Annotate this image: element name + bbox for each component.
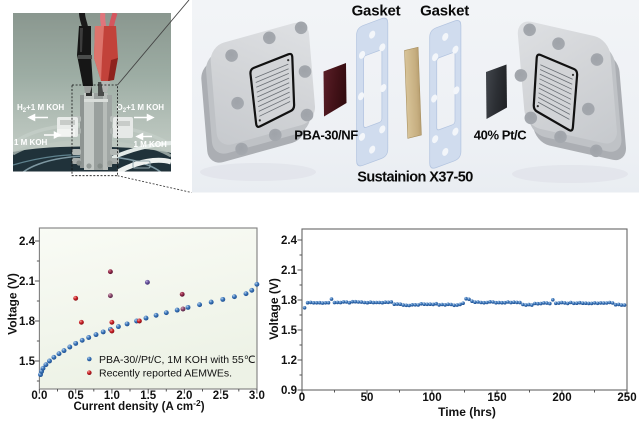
svg-text:2.0: 2.0: [176, 390, 192, 402]
svg-text:1.2: 1.2: [281, 355, 297, 367]
svg-text:Current density (A cm-2): Current density (A cm-2): [73, 398, 204, 413]
svg-text:Time (hrs): Time (hrs): [438, 405, 496, 419]
svg-text:100: 100: [422, 392, 441, 404]
svg-text:Gasket: Gasket: [352, 3, 401, 20]
svg-text:1.8: 1.8: [19, 316, 36, 328]
svg-text:2.5: 2.5: [213, 390, 230, 402]
svg-text:PBA-30/NF: PBA-30/NF: [294, 128, 358, 143]
svg-text:1.8: 1.8: [281, 295, 298, 307]
svg-text:0.0: 0.0: [31, 390, 47, 402]
svg-text:1 M KOH: 1 M KOH: [134, 140, 168, 149]
svg-text:50: 50: [361, 392, 374, 404]
svg-text:2.4: 2.4: [19, 236, 36, 248]
svg-text:1.5: 1.5: [140, 390, 157, 402]
svg-text:0.5: 0.5: [68, 390, 85, 402]
svg-text:0: 0: [299, 392, 305, 404]
svg-text:Voltage (V): Voltage (V): [267, 278, 281, 340]
svg-text:1.5: 1.5: [281, 325, 298, 337]
svg-text:Recently reported AEMWEs.: Recently reported AEMWEs.: [99, 368, 232, 380]
svg-text:1.5: 1.5: [19, 356, 36, 368]
svg-text:3.0: 3.0: [249, 390, 265, 402]
svg-text:1 M KOH: 1 M KOH: [14, 138, 48, 147]
svg-text:200: 200: [552, 392, 571, 404]
svg-text:150: 150: [487, 392, 506, 404]
svg-text:250: 250: [617, 392, 636, 404]
svg-text:2.4: 2.4: [281, 235, 298, 247]
svg-text:40% Pt/C: 40% Pt/C: [474, 128, 527, 143]
svg-text:H2+1 M KOH: H2+1 M KOH: [17, 103, 64, 114]
svg-text:PBA-30//Pt/C, 1M KOH with 55℃: PBA-30//Pt/C, 1M KOH with 55℃: [99, 354, 256, 366]
svg-text:O2+1 M KOH: O2+1 M KOH: [117, 103, 165, 114]
svg-text:Sustainion X37-50: Sustainion X37-50: [357, 170, 473, 186]
svg-text:Voltage (V): Voltage (V): [6, 273, 20, 335]
svg-text:2.1: 2.1: [19, 276, 36, 288]
svg-text:Gasket: Gasket: [420, 3, 469, 20]
svg-text:1.0: 1.0: [104, 390, 120, 402]
svg-text:2.1: 2.1: [281, 265, 298, 277]
svg-text:0.9: 0.9: [281, 385, 297, 397]
